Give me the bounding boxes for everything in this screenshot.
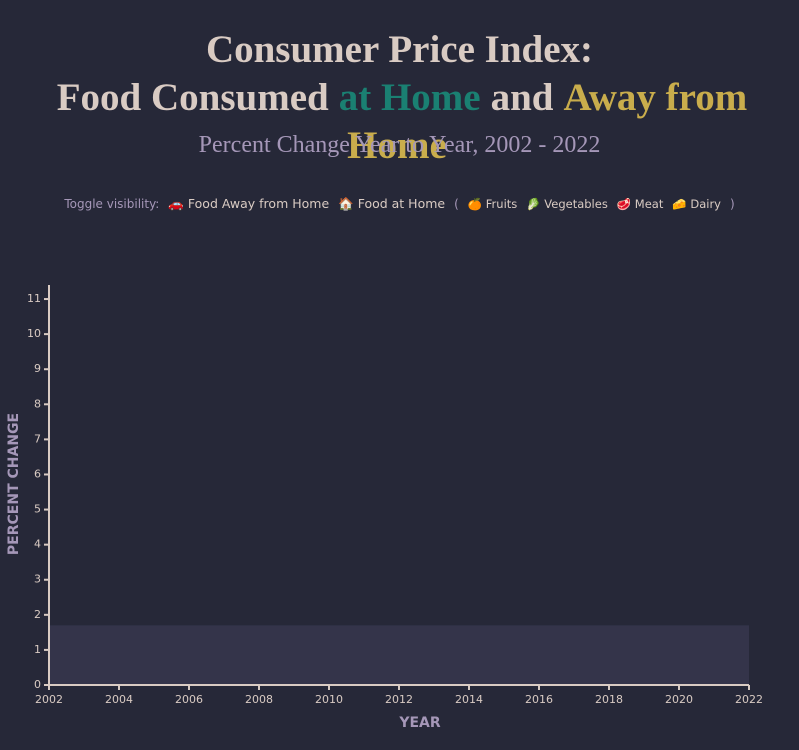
x-tick-label: 2010	[315, 693, 343, 706]
legend-text: Food Away from Home	[187, 196, 330, 211]
y-tick-label: 9	[34, 362, 41, 375]
y-tick-label: 2	[34, 608, 41, 621]
x-tick-label: 2018	[595, 693, 623, 706]
y-tick-label: 5	[34, 503, 41, 516]
title-part: Food Consumed	[56, 76, 329, 119]
x-tick-label: 2004	[105, 693, 133, 706]
x-axis-label: YEAR	[398, 715, 441, 731]
legend-item[interactable]: 🥩 Meat	[617, 197, 664, 211]
x-tick-label: 2002	[35, 693, 63, 706]
x-tick-label: 2022	[735, 693, 763, 706]
band	[49, 625, 749, 685]
y-tick-label: 7	[34, 432, 41, 445]
y-tick-label: 0	[34, 678, 41, 691]
legend-item[interactable]: 🥬 Vegetables	[526, 197, 608, 211]
title: Consumer Price Index: Food Consumed at Ho…	[0, 26, 799, 170]
legend-text: Food at Home	[357, 196, 446, 211]
x-tick-label: 2008	[245, 693, 273, 706]
legend-item[interactable]: 🚗 Food Away from Home	[168, 196, 329, 212]
legend-item[interactable]: 🍊 Fruits	[468, 197, 517, 211]
y-tick-label: 1	[34, 643, 41, 656]
legend-icon: 🥬	[526, 197, 541, 211]
title-line: Food Consumed at Home and Away from Home	[0, 74, 799, 170]
y-axis-label: PERCENT CHANGE	[6, 413, 22, 555]
legend-icon: 🚗	[168, 196, 184, 211]
legend-text: Vegetables	[544, 197, 608, 211]
legend-icon: 🥩	[616, 197, 632, 211]
x-tick-label: 2020	[665, 693, 693, 706]
x-tick-label: 2014	[455, 693, 483, 706]
legend-bracket: )	[729, 197, 735, 211]
y-tick-label: 6	[34, 467, 41, 480]
legend-icon: 🍊	[467, 197, 483, 211]
legend-text: Meat	[634, 197, 664, 211]
legend-item[interactable]: 🏠 Food at Home	[338, 196, 445, 212]
legend-bracket: (	[454, 197, 459, 211]
legend-text: Fruits	[485, 197, 518, 211]
title-part: and	[490, 76, 554, 119]
legend-icon: 🏠	[338, 196, 354, 211]
legend-text: Dairy	[690, 197, 721, 211]
title-line: Consumer Price Index:	[205, 28, 594, 71]
legend: Toggle visibility: 🚗 Food Away from Home 🏠…	[0, 196, 799, 212]
legend-icon: 🧀	[672, 197, 687, 211]
subtitle: Percent Change Year to Year, 2002 - 2022	[198, 132, 601, 158]
title-part: at Home	[338, 76, 481, 119]
y-tick-label: 11	[27, 292, 41, 305]
y-tick-label: 8	[34, 397, 41, 410]
y-tick-label: 3	[34, 573, 41, 586]
x-tick-label: 2006	[175, 693, 203, 706]
title-part: Away from Home	[347, 76, 748, 167]
x-tick-label: 2016	[525, 693, 553, 706]
y-tick-label: 4	[34, 538, 41, 551]
y-tick-label: 10	[27, 327, 41, 340]
legend-label: Toggle visibility:	[64, 197, 160, 211]
legend-item[interactable]: 🧀 Dairy	[672, 197, 721, 211]
x-tick-label: 2012	[385, 693, 413, 706]
